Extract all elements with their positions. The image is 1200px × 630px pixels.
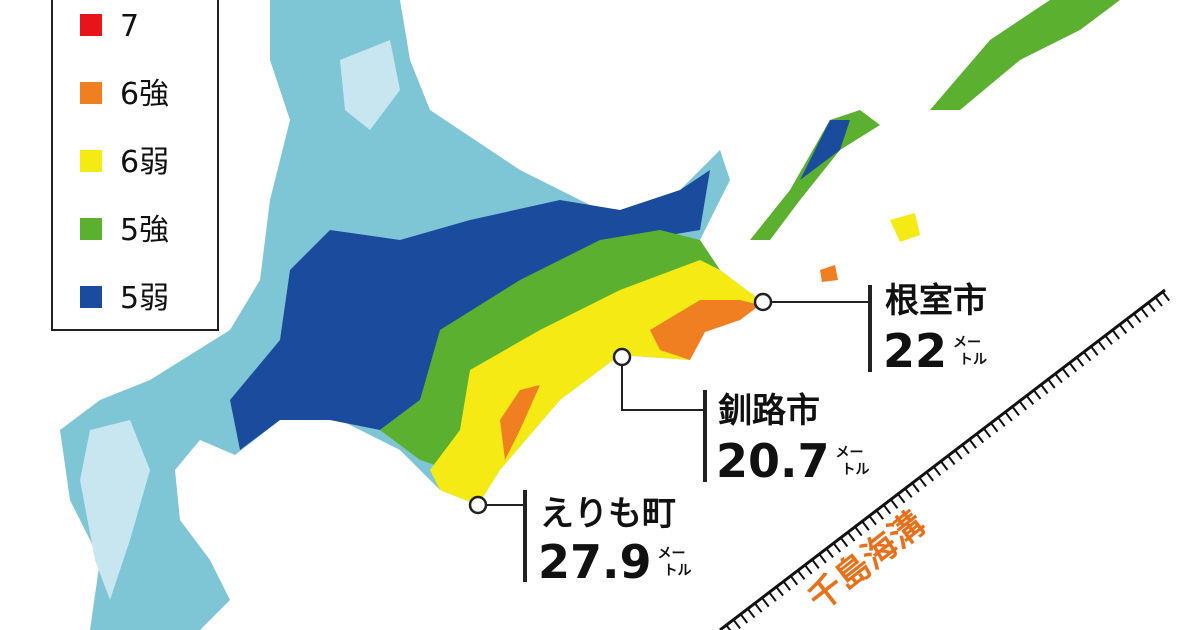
city-name: えりも町 (540, 494, 676, 534)
zone-6-strong (650, 300, 760, 360)
island (930, 0, 1120, 110)
legend-swatch (80, 218, 102, 240)
legend: 7 6強 6弱 5強 5弱 (80, 9, 169, 316)
city-marker (612, 347, 632, 367)
island (750, 110, 880, 240)
city-marker (753, 292, 773, 312)
legend-label: 5強 (120, 213, 169, 248)
unit: トル (664, 563, 692, 579)
land-light (80, 420, 150, 600)
city-marker (468, 495, 488, 515)
trench-label: 千島海溝 (801, 504, 933, 619)
zone-6-strong (500, 385, 540, 460)
legend-swatch (80, 150, 102, 172)
unit: メー (953, 335, 981, 351)
unit: トル (842, 462, 870, 478)
island (890, 213, 920, 242)
trench-ticks (721, 292, 1171, 630)
unit: メー (836, 445, 864, 461)
legend-label: 7 (120, 9, 139, 44)
unit: メー (658, 546, 686, 562)
legend-swatch (80, 14, 102, 36)
unit: トル (959, 352, 987, 368)
legend-label: 5弱 (120, 281, 169, 316)
trench-line (719, 288, 1166, 630)
island (800, 120, 850, 180)
tsunami-height: 27.9 (538, 535, 652, 589)
legend-label: 6強 (120, 77, 169, 112)
tsunami-height: 20.7 (716, 434, 830, 488)
island (820, 265, 838, 282)
legend-swatch (80, 82, 102, 104)
zone-5-weak (230, 170, 710, 450)
city-name: 根室市 (885, 281, 987, 321)
land-light (340, 40, 400, 130)
tsunami-height: 22 (883, 324, 947, 378)
legend-box (51, 0, 219, 331)
leader-line (621, 366, 705, 411)
legend-swatch (80, 286, 102, 308)
legend-label: 6弱 (120, 145, 169, 180)
city-name: 釧路市 (718, 391, 820, 431)
